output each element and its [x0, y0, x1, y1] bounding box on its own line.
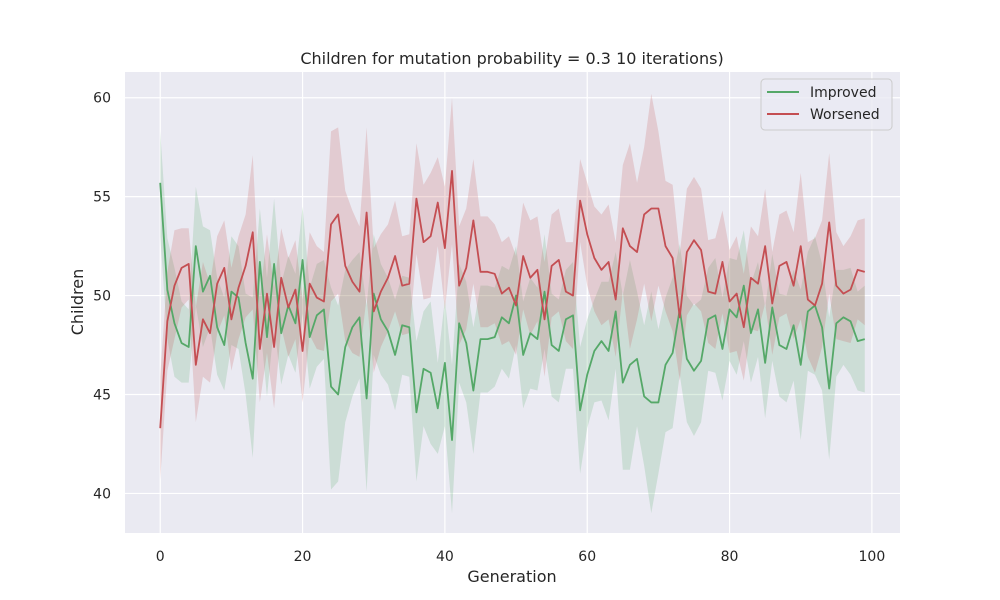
line-worsened [159, 170, 866, 429]
y-axis-label: Children [68, 269, 87, 336]
y-tick-label: 50 [93, 289, 111, 305]
x-tick-label: 60 [578, 549, 596, 565]
x-tick-label: 40 [436, 549, 454, 565]
band-improved [160, 131, 865, 514]
x-tick-labels: 0 20 40 60 80 100 [156, 549, 885, 565]
y-tick-label: 45 [93, 388, 111, 404]
y-tick-label: 40 [93, 486, 111, 502]
legend-label-worsened: Worsened [810, 107, 880, 123]
band-worsened [160, 93, 865, 480]
y-tick-labels: 40 45 50 55 60 [93, 91, 111, 503]
legend: Improved Worsened [760, 78, 893, 131]
x-axis-label: Generation [467, 567, 556, 586]
chart-title: Children for mutation probability = 0.3 … [300, 49, 723, 68]
x-tick-label: 80 [721, 549, 739, 565]
legend-label-improved: Improved [810, 85, 876, 101]
confidence-bands [160, 93, 865, 514]
x-tick-label: 20 [294, 549, 312, 565]
series-lines [159, 170, 866, 441]
x-tick-label: 0 [156, 549, 165, 565]
y-tick-label: 60 [93, 91, 111, 107]
y-tick-label: 55 [93, 190, 111, 206]
line-improved [159, 182, 866, 441]
plot-area [125, 72, 900, 533]
x-tick-label: 100 [859, 549, 886, 565]
